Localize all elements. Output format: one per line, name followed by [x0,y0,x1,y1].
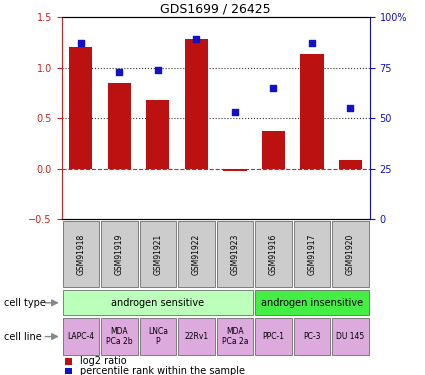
Bar [140,221,176,287]
Text: MDA
PCa 2b: MDA PCa 2b [106,327,133,346]
Bar [185,39,208,169]
Bar [146,100,170,169]
Text: PPC-1: PPC-1 [263,332,284,341]
Text: DU 145: DU 145 [336,332,365,341]
Point [155,66,162,72]
Bar [69,47,92,169]
Bar [294,318,330,355]
Point [309,40,315,46]
Bar [178,318,215,355]
Text: GSM91921: GSM91921 [153,233,162,274]
Text: androgen insensitive: androgen insensitive [261,298,363,308]
Bar [262,131,285,169]
Point [347,105,354,111]
Text: PC-3: PC-3 [303,332,321,341]
Text: MDA
PCa 2a: MDA PCa 2a [222,327,248,346]
Bar [63,290,253,315]
Point [116,69,123,75]
Text: LNCa
P: LNCa P [148,327,168,346]
Text: GSM91923: GSM91923 [230,233,239,275]
Point [232,109,238,115]
Bar [178,221,215,287]
Bar [294,221,330,287]
Bar [332,318,369,355]
Text: GSM91922: GSM91922 [192,233,201,274]
Bar [217,221,253,287]
Bar [255,221,292,287]
Text: GSM91918: GSM91918 [76,233,85,274]
Bar [62,221,99,287]
Point [77,40,84,46]
Text: 22Rv1: 22Rv1 [184,332,209,341]
Bar [65,358,72,364]
Text: GSM91919: GSM91919 [115,233,124,275]
Text: cell line: cell line [4,332,42,342]
Bar [339,160,362,169]
Bar [101,318,138,355]
Point [270,85,277,91]
Point [193,36,200,42]
Bar [140,318,176,355]
Text: percentile rank within the sample: percentile rank within the sample [80,366,245,375]
Bar [224,169,246,171]
Bar [62,318,99,355]
Bar [217,318,253,355]
Text: GSM91920: GSM91920 [346,233,355,275]
Title: GDS1699 / 26425: GDS1699 / 26425 [160,3,271,16]
Bar [255,290,368,315]
Bar [65,368,72,374]
Text: log2 ratio: log2 ratio [80,357,127,366]
Bar [255,318,292,355]
Text: GSM91916: GSM91916 [269,233,278,275]
Text: GSM91917: GSM91917 [307,233,317,275]
Text: androgen sensitive: androgen sensitive [111,298,204,308]
Bar [332,221,369,287]
Bar [108,83,131,169]
Bar [101,221,138,287]
Text: LAPC-4: LAPC-4 [67,332,94,341]
Text: cell type: cell type [4,298,46,308]
Bar [300,54,323,169]
